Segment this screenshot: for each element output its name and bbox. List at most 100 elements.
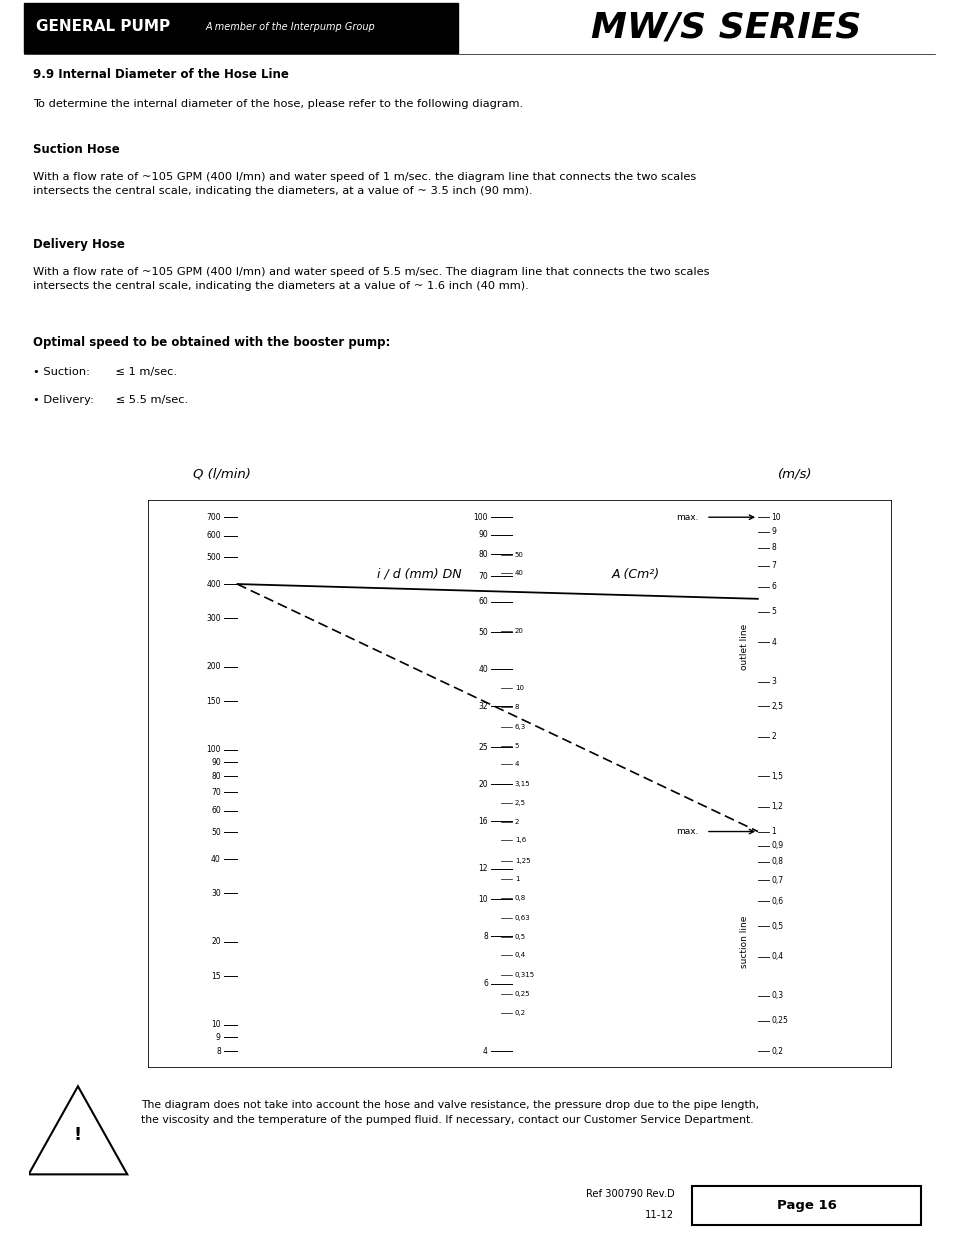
Text: 60: 60: [477, 598, 487, 606]
Text: Delivery Hose: Delivery Hose: [33, 238, 125, 252]
Text: 8: 8: [771, 543, 776, 552]
Text: 6,3: 6,3: [515, 724, 525, 730]
Text: 400: 400: [206, 579, 220, 589]
Text: 9.9 Internal Diameter of the Hose Line: 9.9 Internal Diameter of the Hose Line: [33, 68, 289, 82]
Text: 12: 12: [478, 864, 487, 873]
Text: 9: 9: [215, 1032, 220, 1041]
Text: 0,25: 0,25: [515, 992, 530, 997]
Text: 0,315: 0,315: [515, 972, 535, 978]
Text: 8: 8: [215, 1047, 220, 1056]
Bar: [692, 1186, 920, 1225]
Text: 5: 5: [771, 608, 776, 616]
Text: 300: 300: [206, 614, 220, 622]
Text: max.: max.: [676, 513, 698, 521]
Text: 9: 9: [771, 527, 776, 536]
Text: 80: 80: [211, 772, 220, 781]
Text: 2: 2: [771, 732, 776, 741]
Text: suction line: suction line: [740, 915, 748, 967]
Text: • Suction:       ≤ 1 m/sec.: • Suction: ≤ 1 m/sec.: [33, 368, 177, 378]
Text: 4: 4: [771, 637, 776, 647]
Text: 6: 6: [771, 583, 776, 592]
Text: 2,5: 2,5: [515, 800, 525, 806]
Text: i / d (mm) DN: i / d (mm) DN: [376, 568, 461, 580]
Text: 70: 70: [211, 788, 220, 797]
Text: 10: 10: [515, 685, 523, 692]
Text: 8: 8: [482, 931, 487, 941]
Text: (m/s): (m/s): [778, 467, 812, 480]
Text: 150: 150: [206, 697, 220, 705]
Text: 0,8: 0,8: [515, 894, 525, 900]
Text: 0,6: 0,6: [771, 897, 782, 905]
Text: 25: 25: [477, 742, 487, 752]
Text: 100: 100: [473, 513, 487, 521]
Text: Page 16: Page 16: [777, 1199, 836, 1212]
Text: 0,63: 0,63: [515, 914, 530, 920]
Text: 500: 500: [206, 553, 220, 562]
Text: Q (l/min): Q (l/min): [193, 467, 250, 480]
Text: A (Cm²): A (Cm²): [611, 568, 659, 580]
Text: 40: 40: [477, 664, 487, 674]
Text: 4: 4: [482, 1047, 487, 1056]
Text: outlet line: outlet line: [740, 624, 748, 669]
Text: 1,5: 1,5: [771, 772, 782, 781]
Text: 4: 4: [515, 761, 518, 767]
Text: 8: 8: [515, 704, 518, 710]
Text: 1,2: 1,2: [771, 803, 782, 811]
Text: 0,4: 0,4: [515, 952, 525, 958]
Text: 2: 2: [515, 819, 518, 825]
Text: 5: 5: [515, 742, 518, 748]
Text: 20: 20: [515, 627, 523, 634]
Text: 0,25: 0,25: [771, 1016, 787, 1025]
Text: 10: 10: [477, 894, 487, 904]
Text: 15: 15: [211, 972, 220, 981]
Text: 32: 32: [477, 701, 487, 711]
Text: 1: 1: [771, 827, 776, 836]
Text: A member of the Interpump Group: A member of the Interpump Group: [205, 22, 375, 32]
Text: 0,3: 0,3: [771, 992, 782, 1000]
Text: Optimal speed to be obtained with the booster pump:: Optimal speed to be obtained with the bo…: [33, 336, 391, 348]
Text: Ref 300790 Rev.D: Ref 300790 Rev.D: [585, 1189, 674, 1199]
Text: 700: 700: [206, 513, 220, 521]
Text: 90: 90: [211, 758, 220, 767]
Text: 50: 50: [477, 627, 487, 637]
Text: 2,5: 2,5: [771, 701, 782, 711]
Text: MW/S SERIES: MW/S SERIES: [591, 11, 861, 44]
Text: 80: 80: [477, 550, 487, 558]
Text: 6: 6: [482, 979, 487, 988]
Text: 1,25: 1,25: [515, 857, 530, 863]
Text: GENERAL PUMP: GENERAL PUMP: [36, 20, 171, 35]
Text: 7: 7: [771, 562, 776, 571]
Text: 20: 20: [477, 779, 487, 789]
Text: 40: 40: [515, 571, 523, 577]
Text: 0,5: 0,5: [771, 921, 782, 931]
Text: 10: 10: [771, 513, 781, 521]
Text: 0,7: 0,7: [771, 876, 782, 884]
Text: 60: 60: [211, 806, 220, 815]
Text: 1: 1: [515, 876, 518, 882]
Text: 16: 16: [477, 816, 487, 826]
Text: 11-12: 11-12: [644, 1210, 674, 1220]
Text: To determine the internal diameter of the hose, please refer to the following di: To determine the internal diameter of th…: [33, 99, 523, 109]
Text: 0,5: 0,5: [515, 934, 525, 940]
Text: • Delivery:      ≤ 5.5 m/sec.: • Delivery: ≤ 5.5 m/sec.: [33, 395, 189, 405]
Text: 0,2: 0,2: [771, 1047, 782, 1056]
Text: 1,6: 1,6: [515, 837, 525, 844]
Text: !: !: [73, 1126, 82, 1144]
Text: 0,2: 0,2: [515, 1010, 525, 1015]
Polygon shape: [29, 1087, 127, 1174]
Text: 20: 20: [211, 937, 220, 946]
Text: The diagram does not take into account the hose and valve resistance, the pressu: The diagram does not take into account t…: [141, 1100, 758, 1125]
Text: 70: 70: [477, 572, 487, 580]
Text: 0,9: 0,9: [771, 841, 782, 851]
Text: With a flow rate of ~105 GPM (400 l/mn) and water speed of 1 m/sec. the diagram : With a flow rate of ~105 GPM (400 l/mn) …: [33, 173, 696, 196]
Text: 0,8: 0,8: [771, 857, 782, 867]
Text: 3,15: 3,15: [515, 781, 530, 787]
Text: Suction Hose: Suction Hose: [33, 143, 120, 157]
Text: 50: 50: [211, 827, 220, 837]
Text: 90: 90: [477, 530, 487, 540]
Bar: [24, 2, 457, 53]
Text: 200: 200: [206, 662, 220, 672]
Text: 3: 3: [771, 677, 776, 687]
Text: With a flow rate of ~105 GPM (400 l/mn) and water speed of 5.5 m/sec. The diagra: With a flow rate of ~105 GPM (400 l/mn) …: [33, 267, 709, 291]
Text: 600: 600: [206, 531, 220, 540]
